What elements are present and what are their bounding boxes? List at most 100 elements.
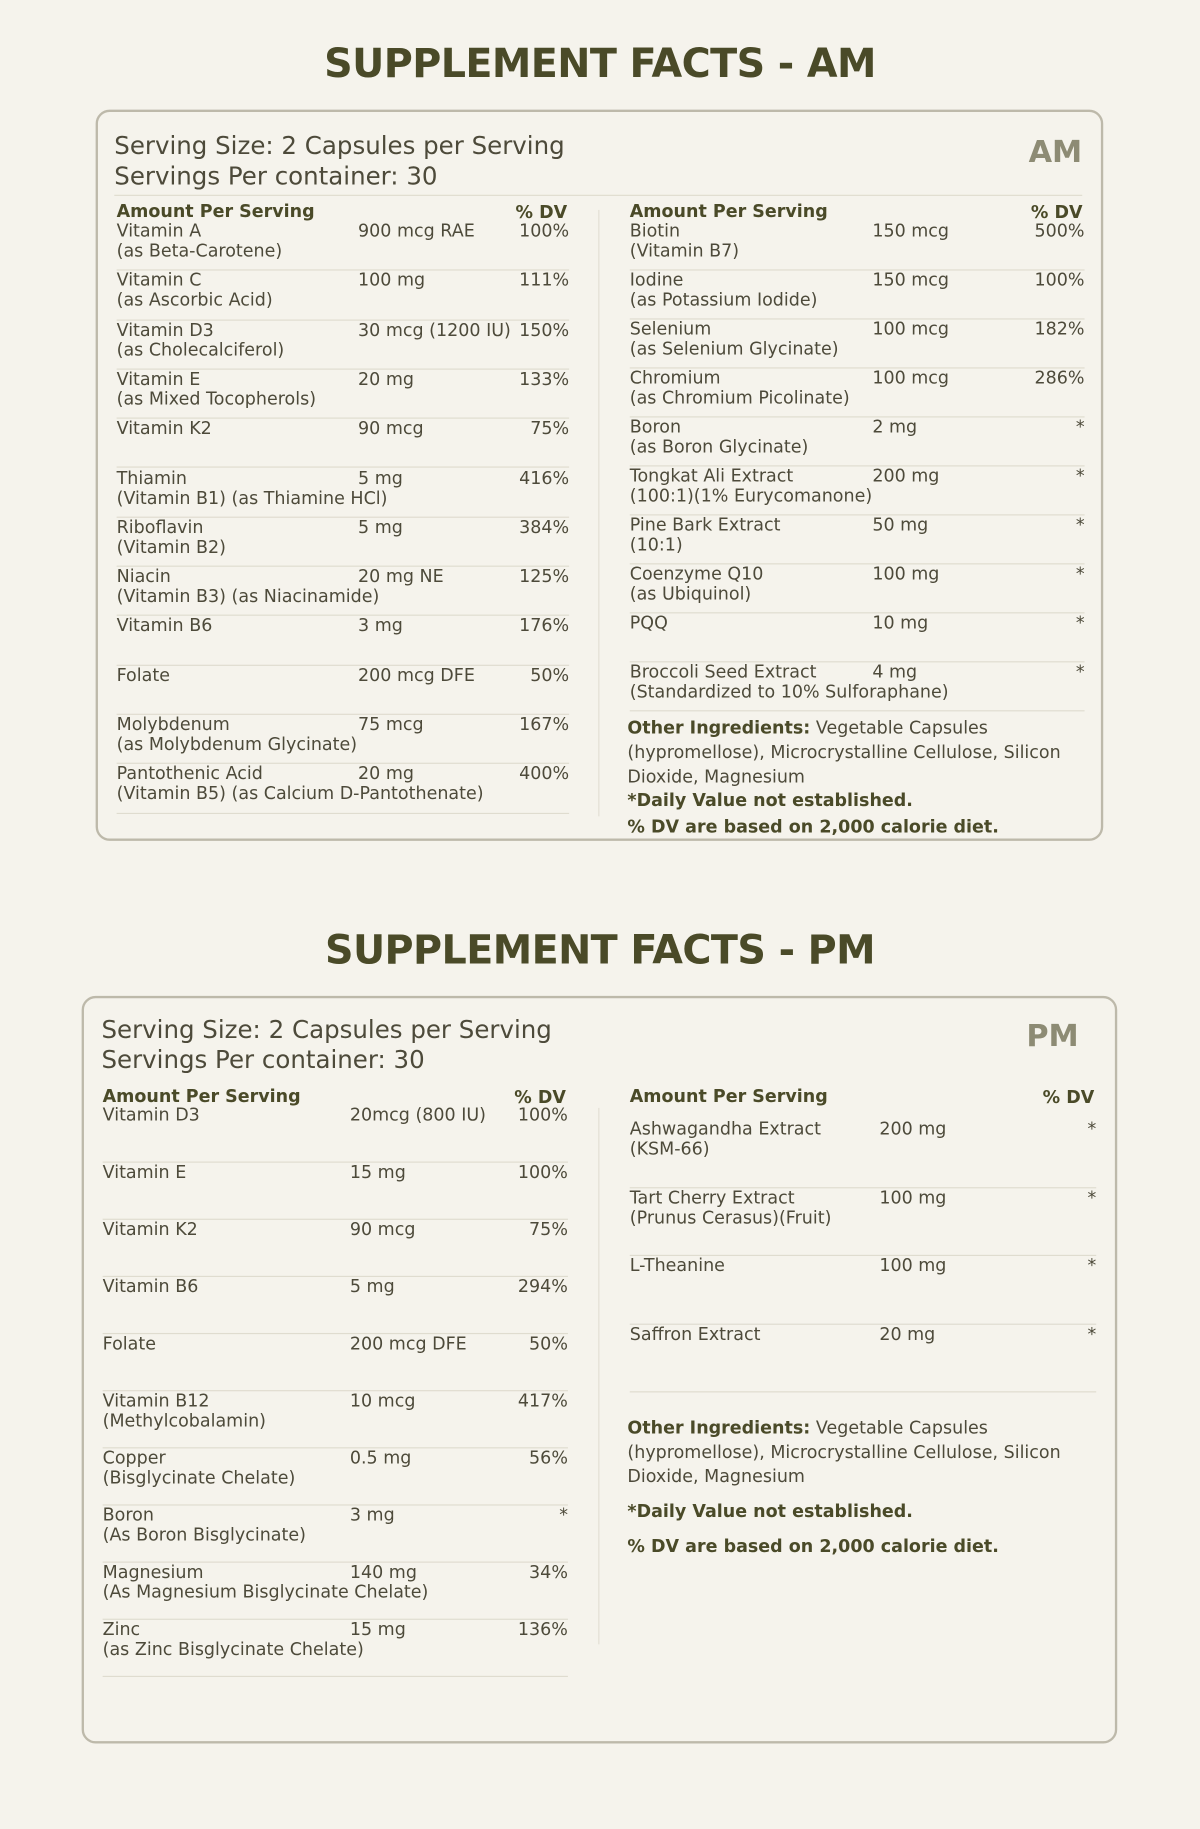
nutrient-source: (Vitamin B5) (as Calcium D-Pantothenate) bbox=[116, 782, 484, 804]
column-header: Amount Per Serving bbox=[629, 200, 828, 222]
nutrient-amount: 5 mg bbox=[349, 1275, 395, 1297]
nutrient-amount: 900 mcg RAE bbox=[358, 220, 475, 242]
nutrient-row: L-Theanine 100 mg * bbox=[629, 1254, 1097, 1325]
daily-value: 417% bbox=[517, 1390, 568, 1412]
nutrient-row: Broccoli Seed Extract (Standardized to 10… bbox=[629, 662, 1085, 712]
nutrient-row: Folate 200 mcg DFE 50% bbox=[102, 1332, 568, 1392]
nutrient-amount: 0.5 mg bbox=[349, 1447, 412, 1469]
daily-value: 111% bbox=[519, 269, 570, 291]
nutrient-row: Iodine (as Potassium Iodide) 150 mcg 100% bbox=[629, 269, 1085, 320]
note-diet: % DV are based on 2,000 calorie diet. bbox=[627, 816, 999, 838]
nutrient-row: Niacin (Vitamin B3) (as Niacinamide) 20 mg… bbox=[116, 565, 570, 617]
nutrient-source: (Vitamin B1) (as Thiamine HCl) bbox=[116, 486, 388, 508]
other-ingredients: Other Ingredients: Vegetable Capsules (h… bbox=[627, 716, 1088, 789]
nutrient-row: Boron (as Boron Glycinate) 2 mg * bbox=[629, 417, 1085, 467]
nutrient-amount: 5 mg bbox=[358, 467, 403, 489]
nutrient-source: (as Boron Glycinate) bbox=[629, 436, 809, 458]
nutrient-name: Copper bbox=[102, 1447, 166, 1469]
nutrient-row: Vitamin B6 5 mg 294% bbox=[102, 1275, 568, 1335]
nutrient-name: Selenium bbox=[629, 318, 712, 340]
daily-value: 50% bbox=[529, 1332, 568, 1354]
panel-title: SUPPLEMENT FACTS - AM bbox=[324, 40, 876, 88]
daily-value: 136% bbox=[517, 1618, 568, 1640]
nutrient-name: Vitamin B12 bbox=[102, 1390, 210, 1412]
nutrient-amount: 150 mcg bbox=[872, 220, 950, 242]
daily-value: 75% bbox=[529, 1218, 568, 1240]
divider bbox=[114, 194, 1083, 196]
nutrient-name: Vitamin A bbox=[116, 220, 202, 242]
nutrient-row: Vitamin K2 90 mcg 75% bbox=[116, 417, 570, 469]
nutrient-source: (as Potassium Iodide) bbox=[629, 289, 818, 311]
nutrient-row: Saffron Extract 20 mg * bbox=[629, 1323, 1097, 1393]
panel-title: SUPPLEMENT FACTS - PM bbox=[324, 927, 876, 974]
nutrient-name: Biotin bbox=[629, 220, 681, 242]
nutrient-row: Zinc (as Zinc Bisglycinate Chelate) 15 mg 1… bbox=[102, 1618, 568, 1677]
panel-badge: AM bbox=[1028, 135, 1083, 171]
nutrient-amount: 20 mg bbox=[358, 763, 415, 785]
nutrient-row: Folate 200 mcg DFE 50% bbox=[116, 664, 570, 715]
daily-value: * bbox=[1075, 563, 1085, 585]
nutrient-row: Copper (Bisglycinate Chelate) 0.5 mg 56% bbox=[102, 1447, 568, 1506]
daily-value: 56% bbox=[529, 1447, 568, 1469]
note-dv: *Daily Value not established. bbox=[627, 1500, 913, 1522]
nutrient-row: Vitamin C (as Ascorbic Acid) 100 mg 111% bbox=[116, 269, 570, 321]
nutrient-amount: 5 mg bbox=[358, 516, 403, 538]
nutrient-row: Riboflavin (Vitamin B2) 5 mg 384% bbox=[116, 516, 570, 567]
nutrient-name: Pantothenic Acid bbox=[116, 763, 263, 785]
nutrient-source: (KSM-66) bbox=[629, 1138, 710, 1160]
nutrient-amount: 3 mg bbox=[358, 615, 403, 637]
nutrient-row: Tongkat Ali Extract (100:1)(1% Eurycomano… bbox=[629, 465, 1085, 516]
nutrient-row: PQQ 10 mg * bbox=[629, 613, 1085, 663]
nutrient-source: (10:1) bbox=[629, 534, 683, 556]
nutrient-row: Vitamin K2 90 mcg 75% bbox=[102, 1218, 568, 1277]
nutrient-name: Folate bbox=[116, 664, 170, 686]
nutrient-name: Molybdenum bbox=[116, 713, 230, 735]
nutrient-amount: 75 mcg bbox=[358, 713, 424, 735]
nutrient-row: Vitamin A (as Beta-Carotene) 900 mcg RAE 10… bbox=[116, 220, 570, 271]
nutrient-source: (As Boron Bisglycinate) bbox=[102, 1524, 306, 1546]
nutrient-name: Magnesium bbox=[102, 1561, 204, 1583]
nutrient-name: Pine Bark Extract bbox=[629, 514, 781, 536]
nutrient-row: Vitamin E 15 mg 100% bbox=[102, 1162, 568, 1220]
nutrient-name: Vitamin D3 bbox=[116, 319, 214, 341]
nutrient-amount: 150 mcg bbox=[872, 269, 950, 291]
nutrient-name: Niacin bbox=[116, 565, 171, 587]
daily-value: 50% bbox=[530, 664, 570, 686]
nutrient-amount: 100 mg bbox=[879, 1254, 947, 1276]
nutrient-amount: 90 mcg bbox=[349, 1218, 416, 1240]
dv-header: % DV bbox=[514, 1086, 566, 1108]
nutrient-row: Chromium (as Chromium Picolinate) 100 mcg 2… bbox=[629, 368, 1085, 418]
serving-size: Serving Size: 2 Capsules per Serving bbox=[114, 131, 565, 160]
nutrient-source: (Methylcobalamin) bbox=[102, 1409, 267, 1431]
servings-per-container: Servings Per container: 30 bbox=[101, 1046, 425, 1075]
nutrient-amount: 200 mg bbox=[872, 465, 940, 487]
other-ingredients: Other Ingredients: Vegetable Capsules (h… bbox=[627, 1416, 1093, 1489]
panel-box bbox=[95, 109, 1104, 841]
nutrient-amount: 20 mg bbox=[879, 1323, 936, 1345]
nutrient-amount: 10 mcg bbox=[349, 1390, 416, 1412]
nutrient-source: (as Ubiquinol) bbox=[629, 583, 752, 605]
daily-value: 500% bbox=[1034, 220, 1085, 242]
column-divider bbox=[598, 1107, 600, 1645]
nutrient-source: (as Zinc Bisglycinate Chelate) bbox=[102, 1638, 364, 1660]
nutrient-name: Thiamin bbox=[116, 467, 187, 489]
nutrient-source: (as Cholecalciferol) bbox=[116, 338, 285, 360]
column-header: Amount Per Serving bbox=[102, 1085, 301, 1107]
nutrient-row: Pantothenic Acid (Vitamin B5) (as Calcium… bbox=[116, 763, 570, 814]
nutrient-name: Ashwagandha Extract bbox=[629, 1118, 821, 1140]
other-text: Vegetable Capsules (hypromellose), Micro… bbox=[627, 1416, 1061, 1487]
daily-value: 294% bbox=[517, 1275, 568, 1297]
daily-value: 75% bbox=[530, 417, 570, 439]
daily-value: 167% bbox=[519, 713, 570, 735]
note-diet: % DV are based on 2,000 calorie diet. bbox=[627, 1535, 999, 1557]
daily-value: * bbox=[1087, 1186, 1097, 1208]
nutrient-row: Vitamin B12 (Methylcobalamin) 10 mcg 417% bbox=[102, 1390, 568, 1449]
serving-size: Serving Size: 2 Capsules per Serving bbox=[101, 1015, 552, 1044]
nutrient-amount: 100 mg bbox=[879, 1186, 947, 1208]
daily-value: * bbox=[1075, 465, 1085, 487]
nutrient-source: (Vitamin B3) (as Niacinamide) bbox=[116, 585, 380, 607]
daily-value: 400% bbox=[519, 763, 570, 785]
nutrient-row: Vitamin D3 (as Cholecalciferol) 30 mcg (12… bbox=[116, 319, 570, 370]
daily-value: * bbox=[1075, 514, 1085, 536]
